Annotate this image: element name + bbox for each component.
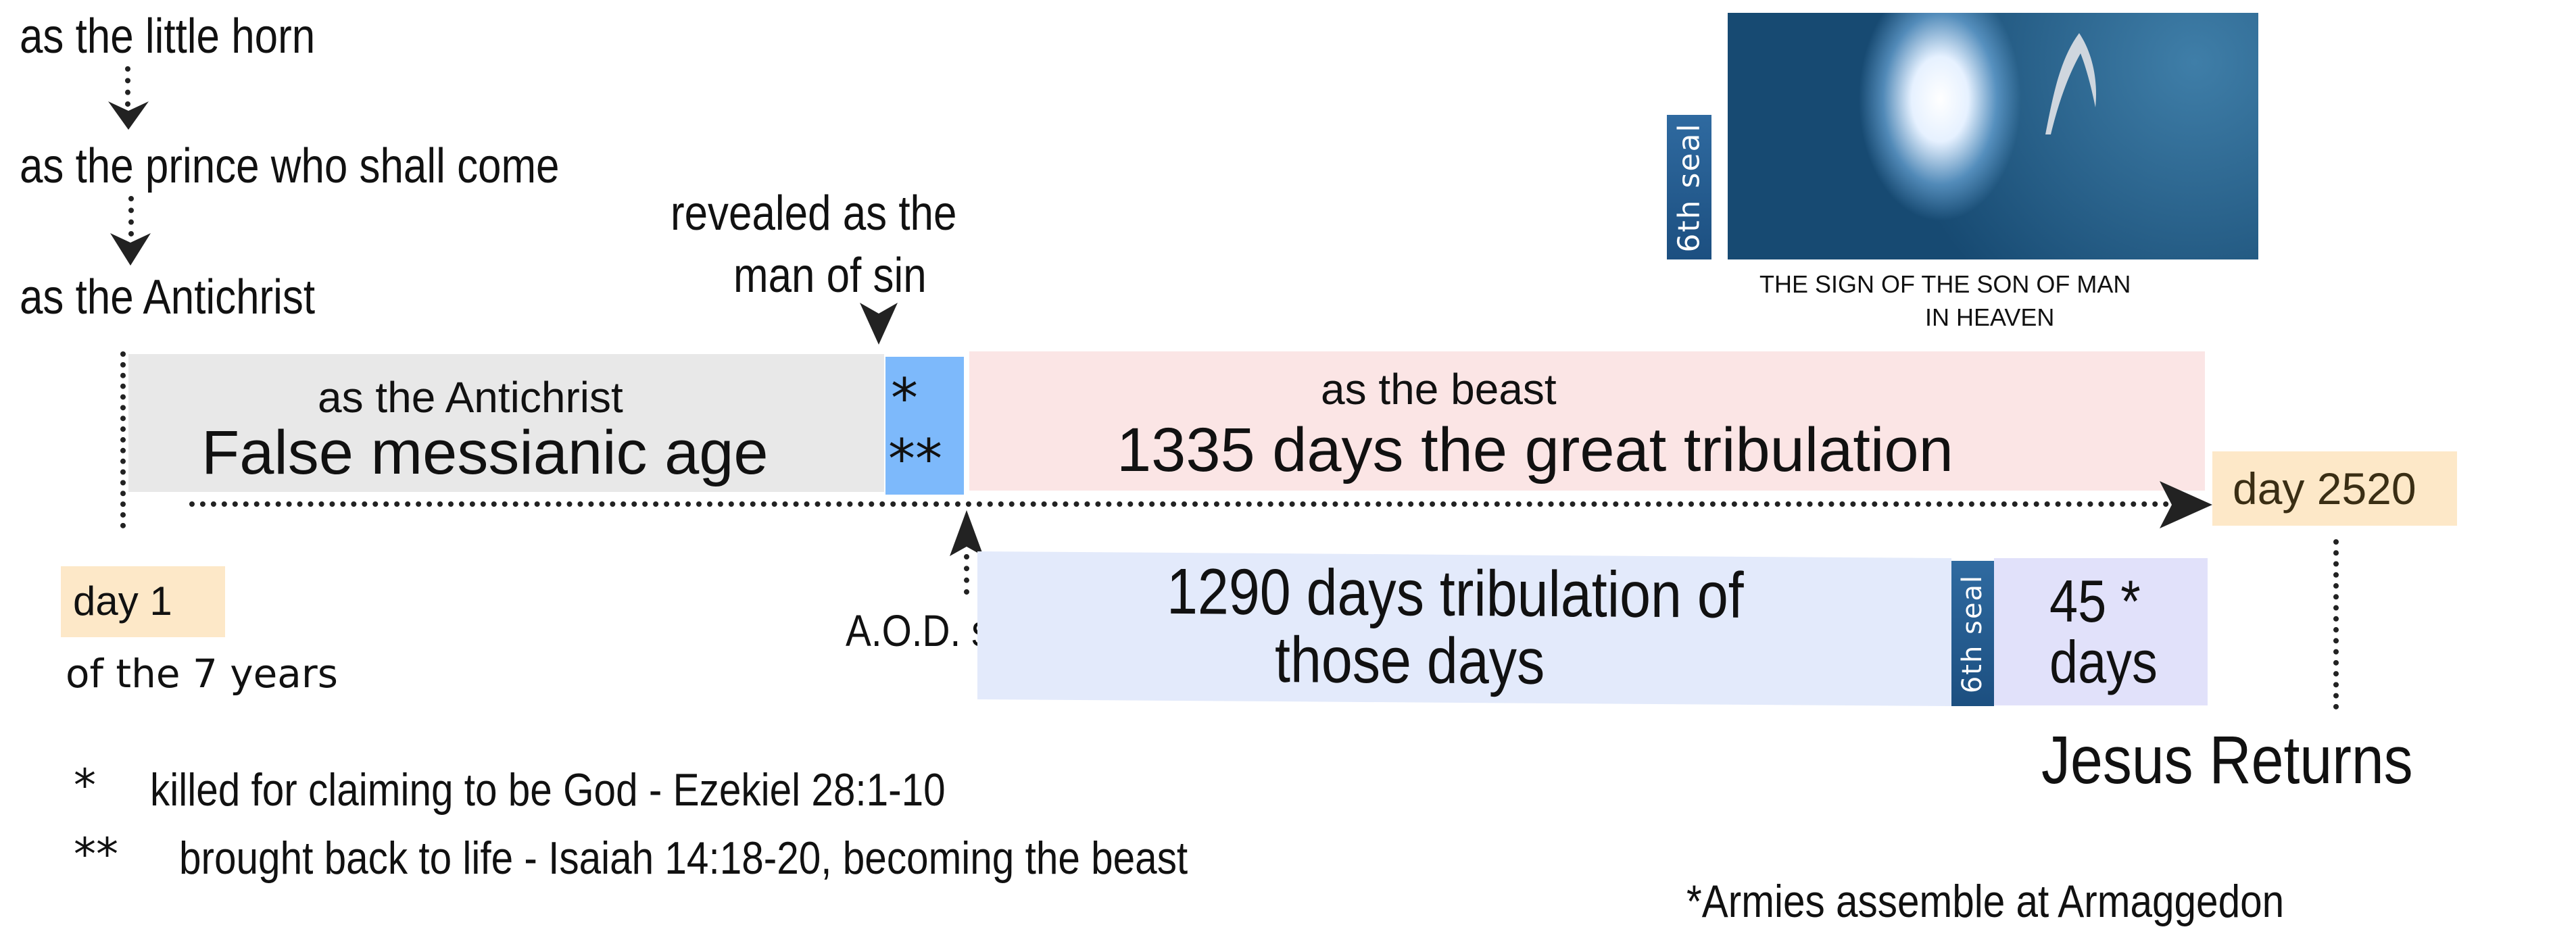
- return-marker-line: [2333, 539, 2339, 710]
- arrow-up-icon: [950, 510, 983, 556]
- arrow-down-icon: [860, 303, 898, 345]
- footnote-1-mark: *: [74, 760, 96, 812]
- day-2520-label: day 2520: [2233, 464, 2416, 514]
- sign-caption-line2: IN HEAVEN: [1925, 303, 2055, 331]
- jesus-returns: Jesus Returns: [2041, 722, 2413, 798]
- stage-antichrist: as the Antichrist: [20, 270, 316, 324]
- stage-little-horn: as the little horn: [20, 9, 316, 64]
- arrow-down-icon: [110, 233, 151, 266]
- revealed-line2: man of sin: [733, 249, 927, 303]
- arrow-down-icon: [108, 101, 149, 130]
- revealed-line1: revealed as the: [671, 186, 957, 241]
- arrow-right-icon: [2160, 481, 2212, 528]
- segment-45-line2: days: [2049, 628, 2158, 695]
- footnote-3: *Armies assemble at Armaggedon: [1686, 876, 2285, 927]
- footnote-2-mark: **: [74, 828, 118, 880]
- sign-caption-line1: THE SIGN OF THE SON OF MAN: [1759, 270, 2131, 298]
- day-1-sub: of the 7 years: [66, 651, 338, 697]
- double-star: **: [888, 428, 942, 491]
- segment-45-days: 45 * days: [1994, 558, 2208, 705]
- segment-1290-line1: 1290 days tribulation of: [1167, 555, 1744, 632]
- segment-subtitle: as the Antichrist: [318, 373, 623, 422]
- sign-of-son-of-man-image: [1728, 13, 2258, 259]
- sign-seal-label: 6th seal: [1667, 115, 1711, 259]
- footnote-1: killed for claiming to be God - Ezekiel …: [150, 764, 946, 816]
- segment-title: 1335 days the great tribulation: [1117, 416, 1953, 484]
- sickle-icon: [2045, 33, 2096, 134]
- day-1-label: day 1: [73, 578, 172, 624]
- dotted-connector: [125, 66, 130, 107]
- single-star: *: [891, 367, 918, 430]
- start-marker-line: [120, 351, 126, 528]
- day-1-badge: day 1: [61, 566, 225, 637]
- day-2520-badge: day 2520: [2212, 451, 2457, 526]
- segment-death-resurrection: * **: [885, 357, 964, 495]
- segment-false-messianic-age: as the Antichrist False messianic age: [128, 354, 884, 492]
- aod-marker-line: [964, 554, 969, 595]
- segment-subtitle: as the beast: [1321, 365, 1557, 414]
- footnote-2: brought back to life - Isaiah 14:18-20, …: [179, 832, 1188, 884]
- segment-1290-line2: those days: [1275, 624, 1545, 698]
- timeline-line: [189, 501, 2170, 507]
- segment-great-tribulation: as the beast 1335 days the great tribula…: [969, 351, 2205, 491]
- stage-prince: as the prince who shall come: [20, 139, 560, 193]
- sixth-seal-marker: 6th seal: [1951, 561, 1994, 706]
- segment-45-line1: 45 *: [2049, 568, 2141, 634]
- dotted-connector: [128, 196, 134, 236]
- segment-1290-days: 1290 days tribulation of those days: [977, 551, 1951, 707]
- segment-title: False messianic age: [201, 418, 769, 487]
- sixth-seal-label: 6th seal: [1957, 574, 1989, 693]
